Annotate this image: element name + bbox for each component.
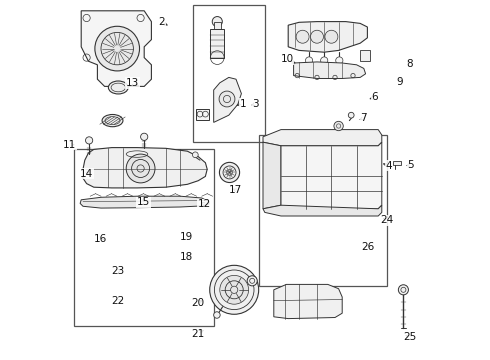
Polygon shape xyxy=(281,142,382,209)
Circle shape xyxy=(320,57,328,64)
Polygon shape xyxy=(294,62,366,78)
Text: 13: 13 xyxy=(126,78,139,88)
Text: 14: 14 xyxy=(80,168,93,179)
Polygon shape xyxy=(288,22,368,52)
Bar xyxy=(193,5,265,142)
Ellipse shape xyxy=(102,114,123,127)
Text: 21: 21 xyxy=(191,329,204,339)
Text: 24: 24 xyxy=(381,215,394,225)
Circle shape xyxy=(348,112,354,118)
Circle shape xyxy=(219,91,235,107)
Text: 6: 6 xyxy=(371,92,378,102)
Polygon shape xyxy=(274,284,342,319)
Polygon shape xyxy=(263,130,382,146)
Circle shape xyxy=(210,265,259,314)
Text: 3: 3 xyxy=(252,99,259,109)
Ellipse shape xyxy=(108,81,128,94)
Circle shape xyxy=(220,162,240,183)
Text: 16: 16 xyxy=(94,234,107,244)
Text: 26: 26 xyxy=(361,242,374,252)
Circle shape xyxy=(214,312,220,318)
Circle shape xyxy=(296,30,309,43)
Bar xyxy=(210,29,224,58)
Text: 10: 10 xyxy=(281,54,294,64)
Text: 11: 11 xyxy=(63,140,76,150)
Text: 18: 18 xyxy=(180,252,193,262)
Text: 12: 12 xyxy=(198,199,211,210)
Text: 5: 5 xyxy=(407,159,414,170)
Circle shape xyxy=(95,26,140,71)
Bar xyxy=(360,50,370,61)
Circle shape xyxy=(193,152,198,158)
Circle shape xyxy=(212,17,222,27)
Text: 9: 9 xyxy=(396,77,403,87)
Text: 22: 22 xyxy=(112,296,125,306)
Circle shape xyxy=(336,57,343,64)
Text: 15: 15 xyxy=(137,197,150,207)
Polygon shape xyxy=(263,205,382,216)
Bar xyxy=(214,22,221,29)
Bar xyxy=(392,161,400,165)
Text: 19: 19 xyxy=(180,231,193,242)
Circle shape xyxy=(325,30,338,43)
Bar xyxy=(259,135,387,286)
Circle shape xyxy=(141,133,148,140)
Circle shape xyxy=(126,154,155,183)
Text: 8: 8 xyxy=(407,59,413,69)
Polygon shape xyxy=(80,196,209,208)
Circle shape xyxy=(86,137,93,144)
Circle shape xyxy=(398,285,409,295)
Text: 7: 7 xyxy=(361,113,367,123)
Polygon shape xyxy=(81,11,151,86)
Text: 23: 23 xyxy=(112,266,125,276)
Bar xyxy=(196,109,209,120)
Circle shape xyxy=(334,121,343,131)
Text: 4: 4 xyxy=(386,161,392,171)
Text: 20: 20 xyxy=(191,298,204,308)
Circle shape xyxy=(247,276,257,286)
Polygon shape xyxy=(214,77,242,122)
Circle shape xyxy=(311,30,323,43)
Text: 17: 17 xyxy=(229,185,242,195)
Bar xyxy=(74,149,215,326)
Polygon shape xyxy=(263,142,281,209)
Polygon shape xyxy=(83,148,207,188)
Text: 2: 2 xyxy=(158,17,165,27)
Text: 1: 1 xyxy=(240,99,246,109)
Circle shape xyxy=(305,57,313,64)
Text: 25: 25 xyxy=(403,332,416,342)
Circle shape xyxy=(220,275,248,304)
